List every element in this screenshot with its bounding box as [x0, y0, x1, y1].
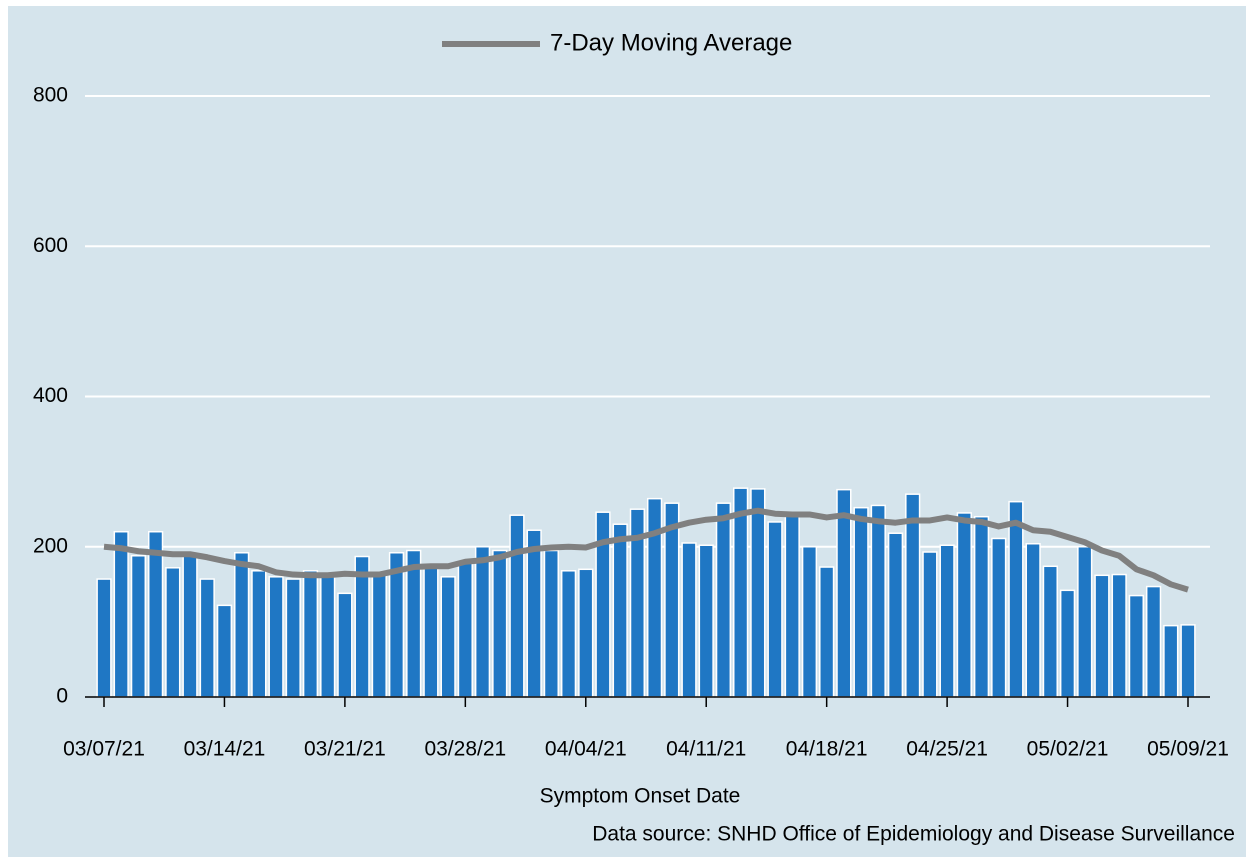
bar	[182, 553, 198, 698]
bar	[939, 544, 955, 698]
bar	[1008, 500, 1024, 698]
bar	[750, 488, 766, 698]
x-tick-label: 04/18/21	[786, 738, 868, 761]
bar	[302, 570, 319, 698]
bar	[612, 523, 628, 698]
bar	[251, 570, 267, 698]
bar	[165, 567, 181, 698]
bar	[423, 564, 439, 698]
x-tick-label: 05/09/21	[1147, 738, 1229, 761]
bar	[1163, 624, 1179, 698]
bar	[1042, 565, 1058, 698]
bar	[853, 506, 869, 698]
bar	[664, 502, 680, 698]
bar	[1025, 542, 1041, 698]
bar	[147, 530, 164, 698]
bar	[1111, 573, 1127, 698]
y-tick-label: 800	[33, 84, 68, 107]
y-tick-label: 600	[33, 234, 68, 257]
bar	[1128, 594, 1145, 698]
bar	[526, 529, 542, 698]
x-tick-label: 04/04/21	[545, 738, 627, 761]
bar	[268, 576, 284, 698]
bar	[973, 515, 990, 698]
x-tick-label: 03/21/21	[304, 738, 386, 761]
bar	[371, 573, 387, 698]
bar	[440, 576, 456, 698]
bar	[354, 555, 370, 698]
x-tick-label: 05/02/21	[1027, 738, 1109, 761]
bar	[234, 552, 250, 698]
bar	[285, 578, 301, 698]
bar	[130, 555, 147, 698]
bar	[922, 551, 938, 698]
bar	[1077, 546, 1093, 698]
bar	[1180, 624, 1196, 698]
bar	[320, 576, 336, 698]
y-tick-label: 0	[56, 685, 68, 708]
bar	[784, 513, 800, 698]
bar	[836, 488, 852, 698]
bar	[767, 521, 783, 698]
bar	[543, 549, 559, 698]
bar	[819, 566, 835, 698]
x-tick-label: 04/11/21	[666, 738, 746, 761]
bar	[1094, 574, 1110, 698]
bar	[560, 570, 577, 698]
source-note: Data source: SNHD Office of Epidemiology…	[592, 823, 1235, 846]
x-tick-label: 03/07/21	[63, 738, 145, 761]
legend-label: 7-Day Moving Average	[550, 29, 792, 56]
bar	[337, 592, 353, 698]
bar	[96, 578, 112, 698]
bar	[681, 542, 697, 698]
bar	[474, 546, 491, 698]
y-tick-label: 200	[33, 534, 68, 557]
x-axis-title: Symptom Onset Date	[540, 785, 741, 808]
chart-background	[8, 6, 1246, 857]
bar	[715, 502, 732, 698]
y-tick-label: 400	[33, 384, 68, 407]
bar	[991, 537, 1007, 698]
bar	[801, 546, 818, 698]
x-tick-label: 03/14/21	[184, 738, 266, 761]
bar	[733, 487, 749, 698]
bar	[887, 532, 904, 698]
bar	[509, 514, 525, 698]
bar	[905, 493, 921, 698]
bar	[1059, 589, 1076, 698]
bar	[698, 544, 714, 698]
bar	[578, 568, 594, 698]
bar	[956, 512, 972, 698]
moving-average-line	[103, 507, 1189, 593]
bar	[457, 562, 473, 698]
bar	[1145, 585, 1162, 698]
bar	[406, 549, 422, 698]
bar	[870, 504, 886, 698]
bar	[216, 604, 233, 698]
bar	[113, 530, 129, 698]
x-tick-label: 03/28/21	[424, 738, 506, 761]
bar	[492, 549, 508, 698]
bar	[199, 578, 215, 698]
x-tick-label: 04/25/21	[906, 738, 988, 761]
